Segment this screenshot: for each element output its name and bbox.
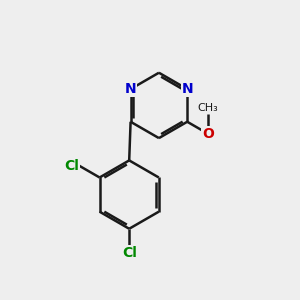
Text: Cl: Cl [64,159,79,172]
Text: N: N [125,82,136,96]
Text: Cl: Cl [122,245,136,260]
Text: N: N [182,82,193,96]
Text: O: O [202,127,214,141]
Text: CH₃: CH₃ [197,103,218,113]
